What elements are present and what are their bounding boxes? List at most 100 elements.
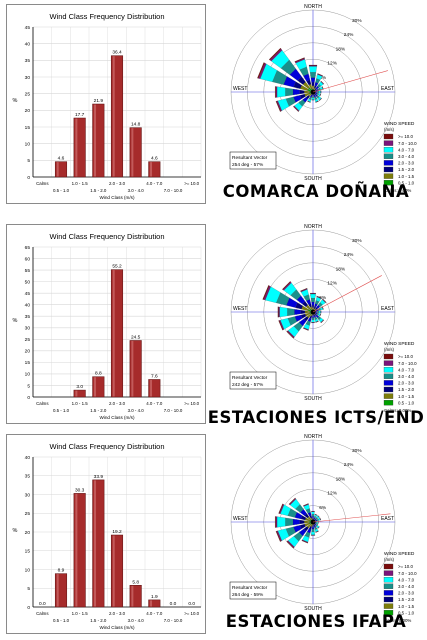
y-tick-label: 5 bbox=[27, 586, 30, 592]
bar bbox=[54, 161, 68, 178]
x-tick-label: 1.5 - 2.0 bbox=[90, 408, 107, 413]
rose-petal-segment bbox=[311, 85, 315, 90]
rose-petal-segment bbox=[286, 541, 294, 549]
compass-north: NORTH bbox=[304, 4, 322, 10]
rose-petal-segment bbox=[317, 91, 319, 93]
bar-highlight bbox=[150, 162, 153, 177]
bar-highlight bbox=[94, 480, 97, 607]
legend-swatch bbox=[383, 596, 394, 603]
bar-value-label: 1.9 bbox=[151, 594, 158, 600]
rose-petal-segment bbox=[315, 531, 319, 533]
rose-petal-segment bbox=[279, 306, 288, 318]
x-tick-label: >= 10.0 bbox=[184, 401, 199, 406]
resultant-vector-box bbox=[229, 371, 277, 390]
chart-title: Wind Class Frequency Distribution bbox=[49, 232, 164, 241]
legend-label: 4.0 - 7.0 bbox=[398, 577, 415, 582]
rose-ring-label: 6% bbox=[319, 505, 327, 511]
rose-petal-segment bbox=[303, 503, 309, 507]
rose-petal-segment bbox=[316, 295, 322, 299]
rose-petal-segment bbox=[308, 64, 318, 66]
rose-ring-label: 18% bbox=[336, 266, 346, 272]
y-tick-label: 0 bbox=[27, 395, 30, 401]
bar-highlight bbox=[131, 585, 134, 607]
bar-value-label: 8.9 bbox=[58, 568, 65, 574]
panel-caption: ESTACIONES ICTS/END bbox=[207, 408, 425, 427]
rose-ring-label: 12% bbox=[327, 61, 337, 67]
rose-petal-segment bbox=[275, 516, 278, 528]
panel-comarca-donana: Wind Class Frequency Distribution 0 5 10 15 2… bbox=[0, 0, 427, 212]
y-tick-label: 45 bbox=[25, 291, 31, 297]
rose-petal-segment bbox=[311, 514, 315, 517]
rose-petal-segment bbox=[322, 298, 327, 303]
resultant-vector-value: 254 deg - 57% bbox=[232, 162, 264, 168]
compass-south: SOUTH bbox=[304, 176, 322, 182]
rose-petal-segment bbox=[292, 88, 300, 96]
legend-swatch bbox=[383, 166, 394, 173]
bar-highlight bbox=[112, 56, 115, 177]
compass-north: NORTH bbox=[304, 224, 322, 230]
rose-petal-segment bbox=[292, 518, 300, 526]
bar-value-label: 21.9 bbox=[94, 98, 104, 104]
rose-petal-segment bbox=[311, 526, 315, 530]
rose-petal-segment bbox=[288, 497, 296, 505]
bar-value-label: 55.2 bbox=[112, 264, 122, 270]
panel-estaciones-icts-end: Wind Class Frequency Distribution 0 5 10 15 2… bbox=[0, 212, 427, 427]
bar-chart-svg: Wind Class Frequency Distribution 0 5 10 15 2… bbox=[13, 12, 202, 200]
bar bbox=[129, 585, 142, 608]
rose-petal-segment bbox=[300, 310, 305, 314]
legend-swatch bbox=[383, 393, 394, 399]
rose-petal-segment bbox=[317, 523, 319, 525]
rose-ring-label: 18% bbox=[336, 46, 346, 52]
bar bbox=[73, 117, 86, 178]
bar-value-label: 5.8 bbox=[132, 579, 139, 585]
x-tick-label: 1.0 - 1.5 bbox=[72, 181, 89, 186]
y-tick-label: 5 bbox=[27, 383, 30, 389]
bar bbox=[73, 493, 86, 608]
legend-swatch bbox=[383, 173, 394, 179]
x-tick-label: 3.0 - 4.0 bbox=[128, 408, 145, 413]
resultant-vector-line bbox=[312, 513, 391, 523]
legend-swatch bbox=[383, 373, 394, 379]
y-tick-label: 20 bbox=[25, 530, 31, 536]
y-tick-label: 30 bbox=[25, 492, 31, 498]
compass-east: EAST bbox=[381, 516, 394, 522]
x-tick-label: 1.0 - 1.5 bbox=[72, 401, 89, 406]
y-tick-label: 30 bbox=[25, 75, 31, 81]
legend-label: 0.5 - 1.0 bbox=[398, 180, 415, 185]
compass-south: SOUTH bbox=[304, 606, 322, 612]
resultant-vector-line bbox=[312, 70, 388, 93]
chart-title: Wind Class Frequency Distribution bbox=[49, 442, 164, 451]
bar-value-label: 3.0 bbox=[76, 384, 83, 390]
rose-petal-segment bbox=[276, 516, 286, 528]
panel-caption: COMARCA DOÑANA bbox=[222, 182, 410, 201]
bar bbox=[92, 376, 105, 398]
bar bbox=[92, 479, 105, 608]
x-tick-label: 0.5 - 1.0 bbox=[53, 618, 70, 623]
x-axis-label: Wind Class (m/s) bbox=[100, 195, 135, 200]
rose-ring-label: 30% bbox=[352, 448, 362, 454]
wind-rose-svg: 6% 12% 18% 24% 30% NORTH SOUTH EAST WEST Resultan… bbox=[229, 224, 417, 413]
y-tick-label: 25 bbox=[25, 91, 31, 97]
bar-highlight bbox=[56, 574, 59, 607]
x-tick-label: >= 10.0 bbox=[184, 611, 199, 616]
y-tick-label: 10 bbox=[25, 372, 31, 378]
y-tick-label: 35 bbox=[25, 314, 31, 320]
legend-swatch bbox=[383, 180, 394, 186]
rose-petal-segment bbox=[294, 309, 301, 315]
x-tick-label: 2.0 - 3.0 bbox=[109, 181, 126, 186]
x-tick-label: 0.5 - 1.0 bbox=[53, 408, 70, 413]
legend-label: 7.0 - 10.0 bbox=[398, 141, 417, 146]
legend-label: 1.5 - 2.0 bbox=[398, 167, 415, 172]
y-tick-label: 65 bbox=[25, 245, 31, 251]
legend-label: 3.0 - 4.0 bbox=[398, 584, 415, 589]
bar-highlight bbox=[112, 270, 115, 397]
legend-label: 0.5 - 1.0 bbox=[398, 400, 415, 405]
wind-rose: 6% 12% 18% 24% 30% NORTH SOUTH EAST WEST Resultan… bbox=[216, 220, 427, 425]
rose-petal-segment bbox=[304, 520, 310, 524]
rose-petal-segment bbox=[311, 511, 315, 515]
rose-petal-segment bbox=[282, 281, 291, 290]
legend-swatch bbox=[383, 160, 394, 166]
bar-highlight bbox=[56, 162, 59, 177]
rose-petal-segment bbox=[315, 311, 318, 313]
y-tick-label: 40 bbox=[25, 41, 31, 47]
